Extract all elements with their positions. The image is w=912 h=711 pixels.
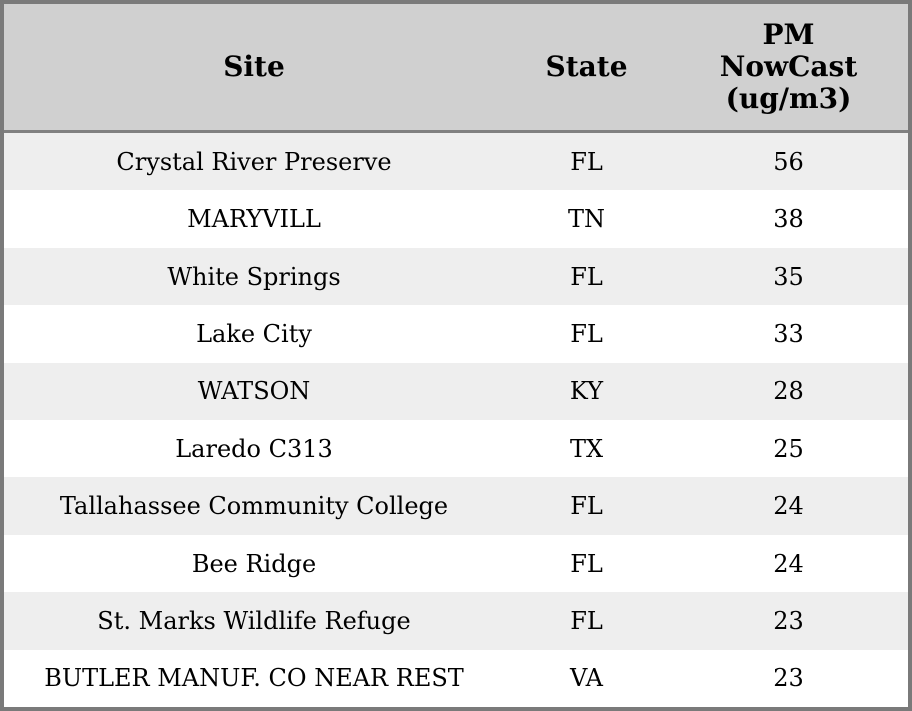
state-cell: KY	[569, 377, 604, 406]
state-cell: VA	[569, 664, 604, 693]
state-cell: TX	[569, 434, 604, 463]
state-cell: FL	[570, 147, 603, 176]
site-cell: White Springs	[167, 262, 341, 291]
header-site: Site	[223, 49, 285, 83]
pm-nowcast-cell: 28	[773, 377, 804, 406]
site-cell: WATSON	[197, 377, 311, 406]
site-cell: Lake City	[196, 319, 312, 348]
table-row: BUTLER MANUF. CO NEAR REST VA 23	[4, 649, 908, 708]
pm-nowcast-cell: 25	[773, 434, 804, 463]
site-cell: Bee Ridge	[191, 549, 317, 578]
state-cell: FL	[570, 492, 603, 521]
pm-nowcast-cell: 38	[773, 205, 804, 234]
site-cell: Tallahassee Community College	[59, 492, 449, 521]
header-pm-nowcast: PM NowCast (ug/m3)	[719, 17, 858, 116]
pm-nowcast-cell: 24	[773, 549, 804, 578]
state-cell: FL	[570, 319, 603, 348]
table-row: WATSON KY 28	[4, 362, 908, 421]
state-cell: TN	[567, 205, 605, 234]
pm-nowcast-cell: 23	[773, 664, 804, 693]
pm-nowcast-cell: 24	[773, 492, 804, 521]
pm-nowcast-cell: 56	[773, 147, 804, 176]
table-row: MARYVILL TN 38	[4, 190, 908, 248]
table-body: Crystal River Preserve FL 56 MARYVILL TN…	[4, 133, 908, 708]
header-state: State	[545, 49, 628, 83]
table-row: Bee Ridge FL 24	[4, 534, 908, 593]
pm-nowcast-cell: 35	[773, 262, 804, 291]
site-cell: Crystal River Preserve	[116, 147, 392, 176]
table-row: Lake City FL 33	[4, 305, 908, 363]
state-cell: FL	[570, 549, 603, 578]
table-row: White Springs FL 35	[4, 247, 908, 306]
site-cell: St. Marks Wildlife Refuge	[97, 606, 411, 635]
pm-nowcast-cell: 23	[773, 606, 804, 635]
table-row: St. Marks Wildlife Refuge FL 23	[4, 592, 908, 650]
table-row: Tallahassee Community College FL 24	[4, 477, 908, 535]
table-header-row: Site State PM NowCast (ug/m3)	[4, 4, 908, 133]
pm-nowcast-cell: 33	[773, 319, 804, 348]
state-cell: FL	[570, 606, 603, 635]
site-cell: Laredo C313	[175, 434, 333, 463]
table-row: Crystal River Preserve FL 56	[4, 133, 908, 191]
table-row: Laredo C313 TX 25	[4, 420, 908, 478]
site-cell: BUTLER MANUF. CO NEAR REST	[44, 664, 464, 693]
state-cell: FL	[570, 262, 603, 291]
site-cell: MARYVILL	[187, 205, 321, 234]
